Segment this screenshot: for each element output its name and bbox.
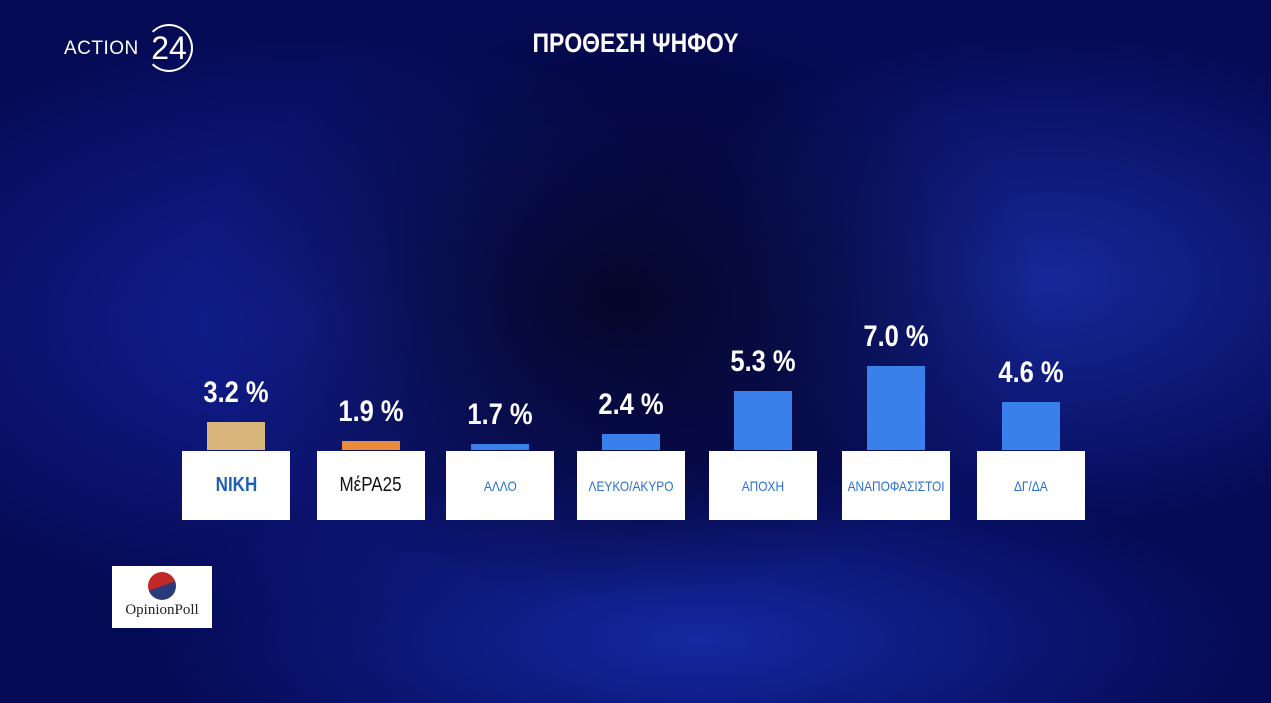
category-box: ΝΙΚΗ [182,451,290,520]
value-label: 1.9 % [338,395,404,429]
value-label: 3.2 % [203,376,269,410]
bar [342,441,400,450]
bar [207,422,265,450]
value-label: 2.4 % [598,387,664,421]
category-box: ΑΛΛΟ [446,451,554,520]
category-box: ΑΝΑΠΟΦΑΣΙΣΤΟΙ [842,451,950,520]
channel-logo: ACTION [64,38,139,59]
chart-title: ΠΡΟΘΕΣΗ ΨΗΦΟΥ [532,28,739,58]
category-label: ΜέΡΑ25 [339,474,403,496]
category-label: ΑΠΟΧΗ [741,477,785,494]
pollster-logo: OpinionPoll [112,566,212,628]
bar [471,444,529,450]
pollster-icon [148,572,176,600]
category-box: ΔΓ/ΔΑ [977,451,1085,520]
bar [1002,401,1060,450]
category-box: ΜέΡΑ25 [317,451,425,520]
category-label: ΑΝΑΠΟΦΑΣΙΣΤΟΙ [847,477,945,494]
value-label: 4.6 % [998,355,1064,389]
category-label: ΑΛΛΟ [483,477,517,494]
category-label: ΝΙΚΗ [215,474,257,496]
category-label: ΔΓ/ΔΑ [1014,477,1048,494]
bar [602,433,660,450]
bar [867,366,925,450]
value-label: 7.0 % [863,320,929,354]
category-label: ΛΕΥΚΟ/ΑΚΥΡΟ [588,477,674,494]
category-box: ΛΕΥΚΟ/ΑΚΥΡΟ [577,451,685,520]
pollster-name: OpinionPoll [125,602,199,618]
channel-number: 24 [145,24,193,72]
value-label: 1.7 % [467,398,533,432]
category-box: ΑΠΟΧΗ [709,451,817,520]
value-label: 5.3 % [730,345,796,379]
bar [734,391,792,450]
